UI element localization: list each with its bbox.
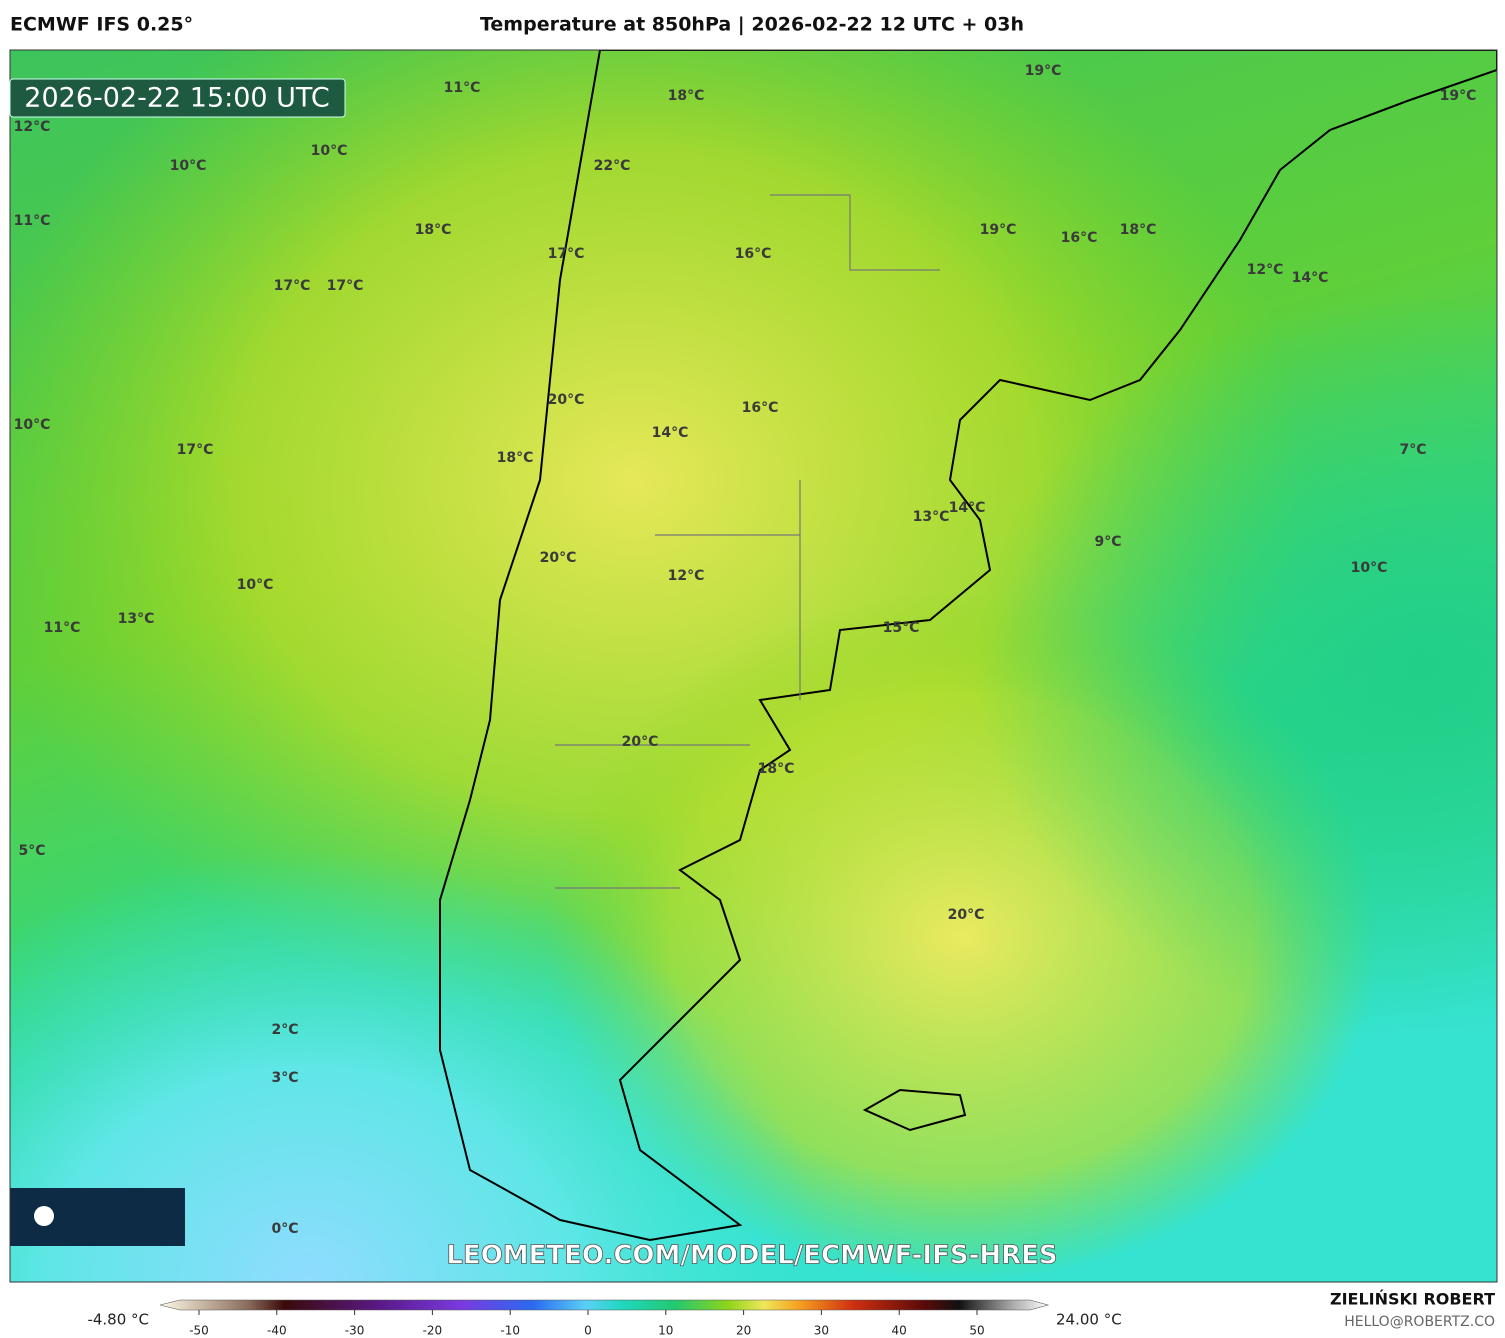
- temperature-label: 13°C: [913, 509, 950, 525]
- logo-icon: [34, 1206, 54, 1226]
- temperature-label: 11°C: [44, 620, 81, 636]
- temperature-label: 18°C: [497, 450, 534, 466]
- temperature-label: 11°C: [444, 80, 481, 96]
- temperature-label: 18°C: [668, 88, 705, 104]
- temperature-label: 5°C: [18, 843, 45, 859]
- temperature-label: 18°C: [415, 222, 452, 238]
- temperature-label: 10°C: [170, 158, 207, 174]
- timestamp: 2026-02-22 15:00 UTC: [24, 83, 329, 114]
- temperature-label: 15°C: [883, 620, 920, 636]
- temperature-label: 22°C: [594, 158, 631, 174]
- temperature-label: 11°C: [14, 213, 51, 229]
- temperature-label: 17°C: [327, 278, 364, 294]
- map: 11°C 12°C 10°C 10°C 11°C 18°C 17°C 22°C 18°C 19°C…: [10, 50, 1497, 1282]
- colorbar-tick-label: -20: [423, 1324, 443, 1338]
- temperature-label: 12°C: [668, 568, 705, 584]
- temperature-label: 17°C: [548, 246, 585, 262]
- colorbar-tick-label: 20: [736, 1324, 751, 1338]
- model-name: ECMWF IFS 0.25°: [10, 14, 193, 36]
- email: HELLO@ROBERTZ.CO: [1344, 1314, 1495, 1330]
- temperature-label: 3°C: [271, 1070, 298, 1086]
- colorbar-tick-label: -50: [189, 1324, 209, 1338]
- temperature-label: 12°C: [1247, 262, 1284, 278]
- temperature-label: 19°C: [1440, 88, 1477, 104]
- temperature-label: 13°C: [118, 611, 155, 627]
- colorbar-tick-label: 50: [969, 1324, 984, 1338]
- timestamp-box: [9, 78, 346, 118]
- colorbar-tick-label: -30: [345, 1324, 365, 1338]
- temperature-label: 17°C: [177, 442, 214, 458]
- temperature-label: 16°C: [742, 400, 779, 416]
- colorbar-tick-label: 30: [814, 1324, 829, 1338]
- temperature-label: 14°C: [949, 500, 986, 516]
- watermark: LEOMETEO.COM/MODEL/ECMWF-IFS-HRES: [446, 1241, 1057, 1271]
- temperature-label: 18°C: [1120, 222, 1157, 238]
- temperature-label: 10°C: [237, 577, 274, 593]
- colorbar: [159, 1299, 1050, 1311]
- temperature-label: 0°C: [271, 1221, 298, 1237]
- temperature-label: 9°C: [1094, 534, 1121, 550]
- colorbar-tick-label: 40: [892, 1324, 907, 1338]
- colorbar-tick-label: -40: [267, 1324, 287, 1338]
- map-frame: [9, 49, 1498, 1283]
- temperature-label: 20°C: [540, 550, 577, 566]
- falkland-islands: [862, 1088, 967, 1132]
- temperature-label: 19°C: [980, 222, 1017, 238]
- temperature-label: 12°C: [14, 119, 51, 135]
- author: ZIELIŃSKI ROBERT: [1330, 1290, 1495, 1309]
- temperature-label: 20°C: [548, 392, 585, 408]
- temperature-label: 16°C: [1061, 230, 1098, 246]
- temperature-label: 18°C: [758, 761, 795, 777]
- colorbar-min: -4.80 °C: [87, 1311, 149, 1329]
- temperature-label: 14°C: [1292, 270, 1329, 286]
- temperature-label: 10°C: [14, 417, 51, 433]
- temperature-label: 14°C: [652, 425, 689, 441]
- temperature-label: 20°C: [622, 734, 659, 750]
- temperature-label: 2°C: [271, 1022, 298, 1038]
- coastline: [439, 50, 1497, 1242]
- temperature-label: 10°C: [311, 143, 348, 159]
- temperature-label: 19°C: [1025, 63, 1062, 79]
- temperature-label: 20°C: [948, 907, 985, 923]
- temperature-label: 16°C: [735, 246, 772, 262]
- temperature-label: 7°C: [1399, 442, 1426, 458]
- colorbar-max: 24.00 °C: [1056, 1311, 1122, 1329]
- colorbar-tick-label: 10: [658, 1324, 673, 1338]
- temperature-label: 10°C: [1351, 560, 1388, 576]
- map-title: Temperature at 850hPa | 2026-02-22 12 UT…: [480, 14, 1024, 36]
- colorbar-tick-label: 0: [584, 1324, 592, 1338]
- borders: [555, 194, 940, 889]
- temperature-label: 17°C: [274, 278, 311, 294]
- colorbar-tick-label: -10: [500, 1324, 520, 1338]
